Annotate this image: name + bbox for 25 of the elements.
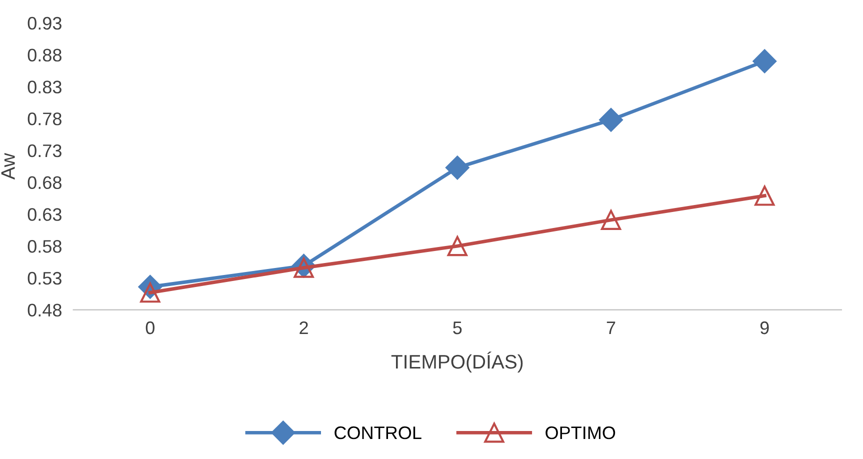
y-tick-label: 0.83 bbox=[28, 80, 62, 94]
y-tick-label: 0.93 bbox=[28, 16, 62, 30]
point bbox=[752, 49, 776, 74]
x-tick-label: 5 bbox=[453, 322, 462, 334]
point bbox=[600, 210, 622, 230]
y-tick-label: 0.53 bbox=[28, 272, 62, 285]
point bbox=[447, 236, 468, 256]
x-tick-label: 0 bbox=[146, 321, 154, 334]
legend-label: OPTIMO bbox=[546, 426, 616, 440]
x-tick-label: 9 bbox=[760, 321, 769, 334]
y-tick-label: 0.63 bbox=[28, 208, 62, 221]
point bbox=[446, 156, 470, 180]
x-tick-label: 7 bbox=[606, 322, 616, 334]
legend-label: CONTROL bbox=[334, 426, 422, 440]
y-axis-title: Aw bbox=[1, 153, 15, 180]
y-tick-label: 0.48 bbox=[28, 304, 62, 317]
y-tick-label: 0.88 bbox=[28, 48, 62, 62]
point bbox=[754, 186, 775, 206]
x-tick-label: 2 bbox=[300, 321, 308, 334]
y-tick-label: 0.78 bbox=[28, 112, 62, 126]
point bbox=[599, 108, 623, 132]
y-tick-label: 0.73 bbox=[28, 144, 62, 158]
y-tick-label: 0.58 bbox=[28, 240, 62, 253]
x-axis-title: TIEMPO(DÍAS) bbox=[391, 352, 523, 373]
y-tick-label: 0.68 bbox=[28, 176, 62, 190]
